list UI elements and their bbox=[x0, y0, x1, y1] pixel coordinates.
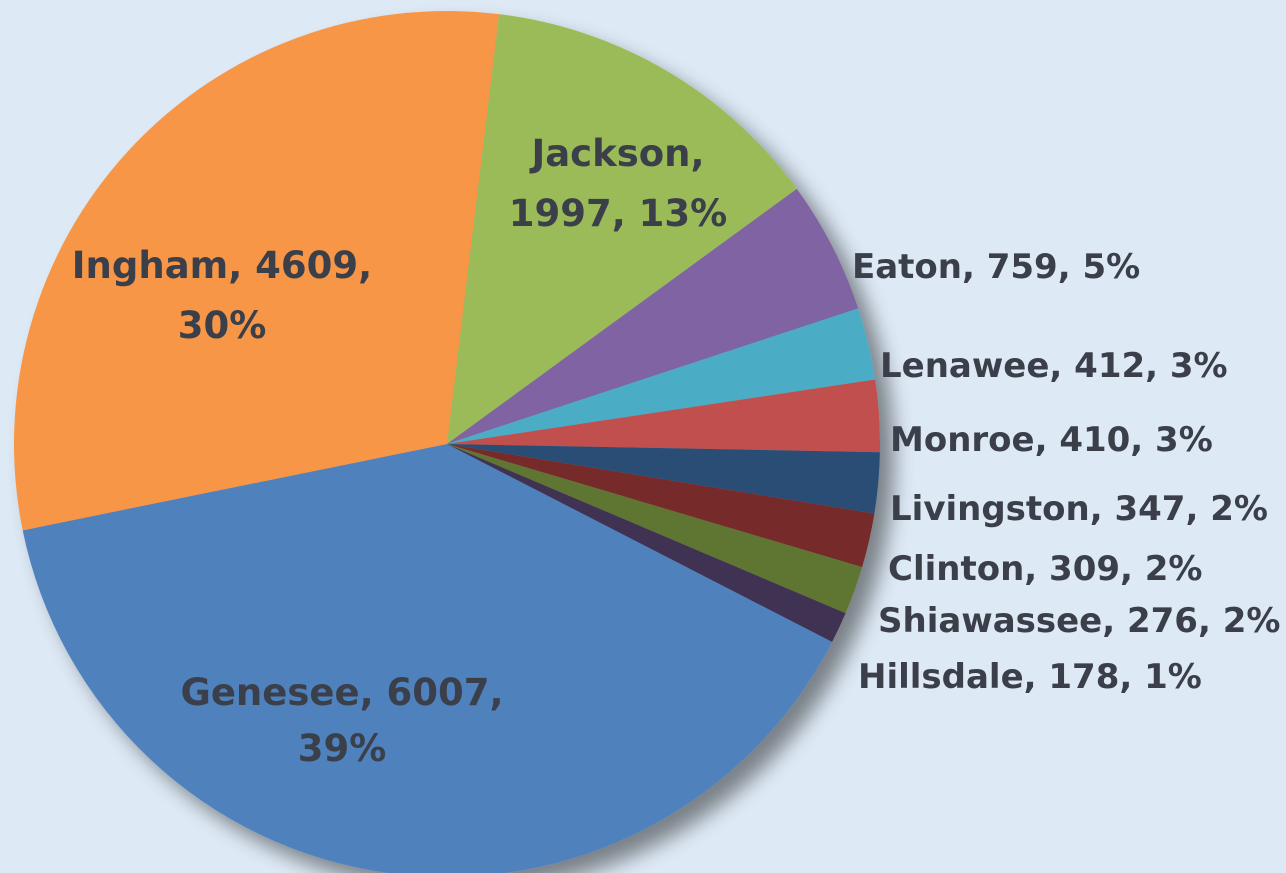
pie-slice-genesee bbox=[22, 444, 833, 873]
data-label-lenawee: Lenawee, 412, 3% bbox=[880, 346, 1228, 386]
pie-slice-jackson bbox=[447, 14, 797, 445]
pie-slice-livingston bbox=[447, 444, 880, 514]
pie-slice-hillsdale bbox=[447, 444, 846, 642]
pie-slice-shiawassee bbox=[447, 444, 863, 614]
pie-slice-monroe bbox=[447, 379, 880, 453]
pie-slice-eaton bbox=[447, 188, 859, 444]
data-label-monroe: Monroe, 410, 3% bbox=[890, 420, 1213, 460]
data-label-shiawassee: Shiawassee, 276, 2% bbox=[878, 601, 1280, 641]
pie-slice-ingham bbox=[13, 10, 500, 531]
pie-slices bbox=[13, 10, 880, 873]
pie-slice-lenawee bbox=[447, 308, 876, 444]
pie-slice-clinton bbox=[447, 444, 875, 568]
pie-labels: Genesee, 6007, 39% Ingham, 4609, 30% Jackson… bbox=[72, 132, 1281, 770]
data-label-genesee: Genesee, 6007, 39% bbox=[180, 671, 503, 770]
data-label-clinton: Clinton, 309, 2% bbox=[888, 549, 1202, 589]
data-label-eaton: Eaton, 759, 5% bbox=[852, 247, 1140, 287]
data-label-ingham: Ingham, 4609, 30% bbox=[72, 244, 372, 347]
data-label-jackson: Jackson, 1997, 13% bbox=[509, 132, 727, 235]
data-label-livingston: Livingston, 347, 2% bbox=[890, 489, 1268, 529]
data-label-hillsdale: Hillsdale, 178, 1% bbox=[858, 657, 1202, 697]
